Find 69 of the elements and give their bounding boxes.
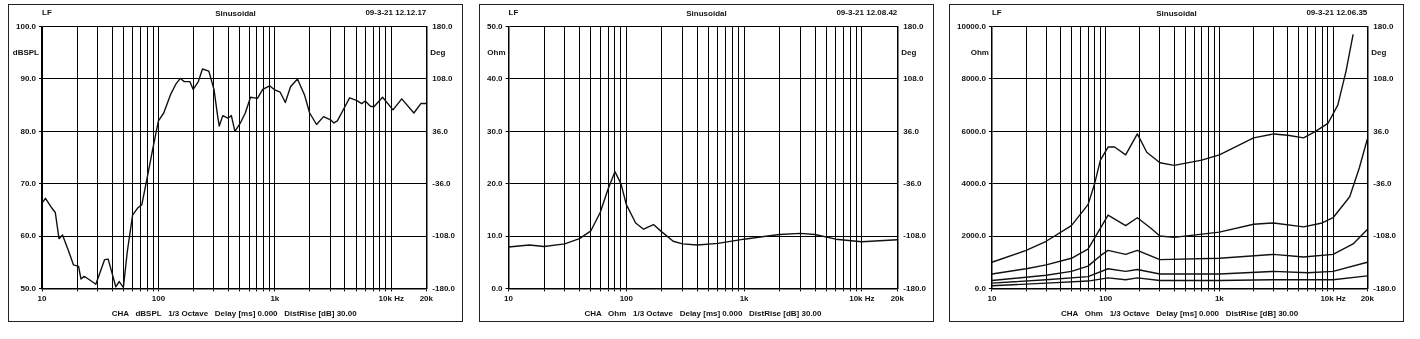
text: CHA Ohm 1/3 Octave Delay [ms] 0.000 DistRise [dB] 30.00 — [584, 309, 823, 318]
y-tick-label: 10000.0 — [957, 21, 987, 31]
x-tick-label: 1k — [270, 294, 280, 304]
x-tick-label: 100 — [1098, 294, 1113, 304]
y-tick-label: 30.0 — [486, 126, 504, 136]
y-tick-label: 0.0 — [491, 283, 504, 293]
y-tick-label: 60.0 — [20, 231, 37, 241]
y-axis-title: Ohm — [970, 47, 989, 57]
text: 09-3-21 12.08.42 — [836, 8, 898, 17]
y-tick-label: 50.0 — [20, 283, 37, 293]
y-tick-label: 20.0 — [486, 178, 504, 188]
y2-tick-label: -108.0 — [432, 231, 456, 241]
y-tick-label: 50.0 — [486, 21, 504, 31]
text: CHA dBSPL 1/3 Octave Delay [ms] 0.000 DistRise [dB] 30.00 — [111, 309, 358, 318]
chart-title: Sinusoidal — [686, 9, 727, 18]
x-tick-label: 100 — [619, 294, 634, 304]
y2-tick-label: 180.0 — [903, 21, 924, 31]
x-tick-label: 10 — [504, 294, 514, 304]
y2-tick-label: -108.0 — [1373, 231, 1397, 241]
y-axis-title: Ohm — [487, 47, 506, 57]
y2-tick-label: -180.0 — [903, 283, 927, 293]
y2-axis-title: Deg — [901, 47, 917, 57]
text: LF — [42, 8, 52, 17]
y-tick-label: 2000.0 — [961, 231, 987, 241]
y-tick-label: 4000.0 — [961, 178, 987, 188]
y2-tick-label: 108.0 — [903, 74, 924, 84]
x-tick-label: 10 — [987, 294, 997, 304]
text: 09-3-21 12.12.17 — [365, 8, 427, 17]
y-tick-label: 80.0 — [20, 126, 37, 136]
y2-tick-label: -36.0 — [903, 178, 923, 188]
chart-title: Sinusoidal — [1156, 9, 1197, 18]
y2-tick-label: 180.0 — [432, 21, 453, 31]
y-tick-label: 70.0 — [20, 178, 37, 188]
y-tick-label: 0.0 — [974, 283, 987, 293]
y2-tick-label: 36.0 — [903, 126, 920, 136]
x-tick-label: 10k Hz — [1320, 294, 1346, 304]
x-tick-label: 20k — [1360, 294, 1375, 304]
y-axis-title: dBSPL — [12, 47, 40, 57]
chart-title: Sinusoidal — [215, 9, 256, 18]
y-tick-label: 8000.0 — [961, 74, 987, 84]
y2-tick-label: 36.0 — [1373, 126, 1390, 136]
y2-tick-label: 108.0 — [432, 74, 453, 84]
y2-tick-label: -180.0 — [432, 283, 456, 293]
x-tick-label: 100 — [151, 294, 166, 304]
y-tick-label: 90.0 — [20, 74, 37, 84]
x-tick-label: 10k Hz — [378, 294, 404, 304]
text: LF — [508, 8, 519, 17]
y-tick-label: 6000.0 — [961, 126, 987, 136]
y2-axis-title: Deg — [430, 47, 446, 57]
x-tick-label: 10 — [37, 294, 48, 304]
text: 09-3-21 12.06.35 — [1306, 8, 1368, 17]
y2-tick-label: -180.0 — [1373, 283, 1397, 293]
x-tick-label: 1k — [1214, 294, 1225, 304]
y2-tick-label: -36.0 — [1373, 178, 1393, 188]
y2-tick-label: 36.0 — [432, 126, 449, 136]
y2-tick-label: 108.0 — [1373, 74, 1394, 84]
y-tick-label: 40.0 — [486, 74, 504, 84]
x-tick-label: 10k Hz — [849, 294, 875, 304]
x-tick-label: 20k — [419, 294, 434, 304]
x-tick-label: 1k — [739, 294, 750, 304]
y2-tick-label: 180.0 — [1373, 21, 1394, 31]
y-tick-label: 10.0 — [486, 231, 504, 241]
y2-tick-label: -36.0 — [432, 178, 452, 188]
text: LF — [991, 8, 1002, 17]
text: CHA Ohm 1/3 Octave Delay [ms] 0.000 DistRise [dB] 30.00 — [1061, 309, 1299, 318]
y-tick-label: 100.0 — [15, 21, 37, 31]
y2-tick-label: -108.0 — [903, 231, 927, 241]
y2-axis-title: Deg — [1371, 47, 1387, 57]
x-tick-label: 20k — [890, 294, 905, 304]
